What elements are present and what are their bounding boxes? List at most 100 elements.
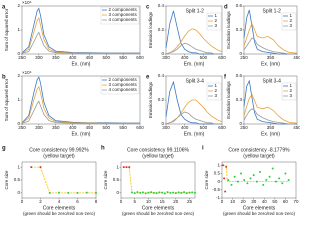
core-point xyxy=(281,182,284,185)
y-tick-label: 0.4 xyxy=(158,3,165,8)
panel-label: a xyxy=(2,5,6,11)
x-tick-label: 300 xyxy=(35,125,43,130)
x-tick-label: 30 xyxy=(251,199,257,204)
core-point xyxy=(249,177,252,180)
chart-title: Core consistency -8.1779% xyxy=(228,147,290,153)
y-tick-label: 0 xyxy=(116,190,119,195)
x-tick-label: 60 xyxy=(283,199,289,204)
y-axis-label: Excitation loadings xyxy=(226,80,231,118)
x-axis-note: (green should be zero/red non-zero) xyxy=(122,211,195,216)
core-point xyxy=(180,191,183,194)
legend-label: 3 components xyxy=(109,12,138,17)
y-axis-label: Core size xyxy=(204,170,209,190)
core-point xyxy=(265,179,268,181)
panel-label: c xyxy=(146,5,150,11)
legend-label: 1 xyxy=(290,83,293,88)
x-tick-label: 70 xyxy=(293,199,299,204)
core-point xyxy=(284,172,287,175)
panel-label: i xyxy=(202,146,204,152)
x-axis-label: Em. (nm) xyxy=(184,131,205,137)
core-point xyxy=(58,191,60,194)
core-point xyxy=(188,191,191,194)
core-point xyxy=(85,191,88,194)
x-tick-label: 6 xyxy=(76,199,79,204)
x-tick-label: 350 xyxy=(267,125,275,130)
target-line xyxy=(31,166,96,194)
series-line xyxy=(165,80,222,125)
x-axis-label: Ex. (nm) xyxy=(261,61,280,67)
y-tick-label: 0.6 xyxy=(236,3,243,8)
x-tick-label: 25 xyxy=(187,199,193,204)
core-point xyxy=(163,192,166,195)
legend-label: 1 xyxy=(215,83,218,88)
split-label: Split 3-4 xyxy=(186,78,205,84)
x-tick-label: 400 xyxy=(69,55,77,60)
y-tick-label: 0 xyxy=(17,121,20,126)
panel-label: g xyxy=(2,146,6,152)
series-line xyxy=(165,10,222,55)
series-line xyxy=(243,93,298,124)
y-axis-label: Core size xyxy=(103,170,108,190)
legend-label: 2 xyxy=(290,18,293,23)
chart-subtitle: (yellow target) xyxy=(243,153,275,159)
core-point xyxy=(240,172,243,175)
y-axis-label: Emission loadings xyxy=(148,81,153,118)
core-point xyxy=(183,191,186,194)
x-tick-label: 15 xyxy=(160,199,166,204)
series-line xyxy=(165,28,223,55)
legend-label: 3 xyxy=(215,93,218,98)
core-point xyxy=(252,174,255,177)
x-tick-label: 250 xyxy=(240,125,248,130)
series-line xyxy=(165,99,223,125)
x-tick-label: 500 xyxy=(103,125,111,130)
y-tick-label: 0 xyxy=(161,51,164,56)
split-label: Split 3-4 xyxy=(263,78,282,84)
series-line xyxy=(21,31,140,54)
y-tick-label: 0.4 xyxy=(158,73,165,78)
chart-subtitle: (yellow target) xyxy=(142,153,174,159)
x-axis-label: Core elements xyxy=(142,205,175,211)
series-line xyxy=(21,76,140,124)
core-point xyxy=(39,166,42,169)
y-axis-label: Emission loadings xyxy=(148,11,153,48)
series-line xyxy=(243,9,297,55)
y-tick-label: 1 xyxy=(17,27,20,32)
y-axis-label: Sum of squared error xyxy=(4,78,9,121)
core-point xyxy=(223,177,226,180)
x-tick-label: 20 xyxy=(173,199,179,204)
y-tick-label: 2 xyxy=(17,3,20,8)
y-tick-label: 1 xyxy=(17,164,20,169)
x-tick-label: 600 xyxy=(136,125,144,130)
x-tick-label: 350 xyxy=(52,55,60,60)
x-axis-note: (green should be zero/red non-zero) xyxy=(223,211,296,216)
x-tick-label: 500 xyxy=(200,125,208,130)
x-tick-label: 500 xyxy=(200,55,208,60)
y-tick-label: 1 xyxy=(217,162,220,167)
legend-label: 2 components xyxy=(109,77,138,82)
split-label: Split 1-2 xyxy=(263,8,282,14)
core-point xyxy=(48,191,51,194)
legend-label: 3 xyxy=(215,23,218,28)
x-tick-label: 500 xyxy=(103,55,111,60)
core-point xyxy=(95,191,97,194)
x-tick-label: 450 xyxy=(293,55,300,60)
x-axis-label: Core elements xyxy=(43,205,76,211)
legend-label: 3 xyxy=(290,23,293,28)
legend-label: 1 xyxy=(290,13,293,18)
x-tick-label: 300 xyxy=(162,55,170,60)
core-point xyxy=(274,180,277,183)
legend-label: 2 components xyxy=(109,7,138,12)
x-tick-label: 0 xyxy=(120,199,123,204)
core-point xyxy=(125,166,128,169)
x-tick-label: 450 xyxy=(293,125,300,130)
x-tick-label: 4 xyxy=(58,199,61,204)
x-tick-label: 0 xyxy=(21,199,24,204)
core-point xyxy=(174,192,177,195)
core-point xyxy=(67,191,70,194)
y-axis-label: Excitation loadings xyxy=(226,10,231,48)
y-tick-label: 0.3 xyxy=(236,27,243,32)
y-tick-label: 0 xyxy=(239,121,242,126)
x-axis-label: Ex. (nm) xyxy=(72,131,91,137)
x-tick-label: 300 xyxy=(35,55,43,60)
